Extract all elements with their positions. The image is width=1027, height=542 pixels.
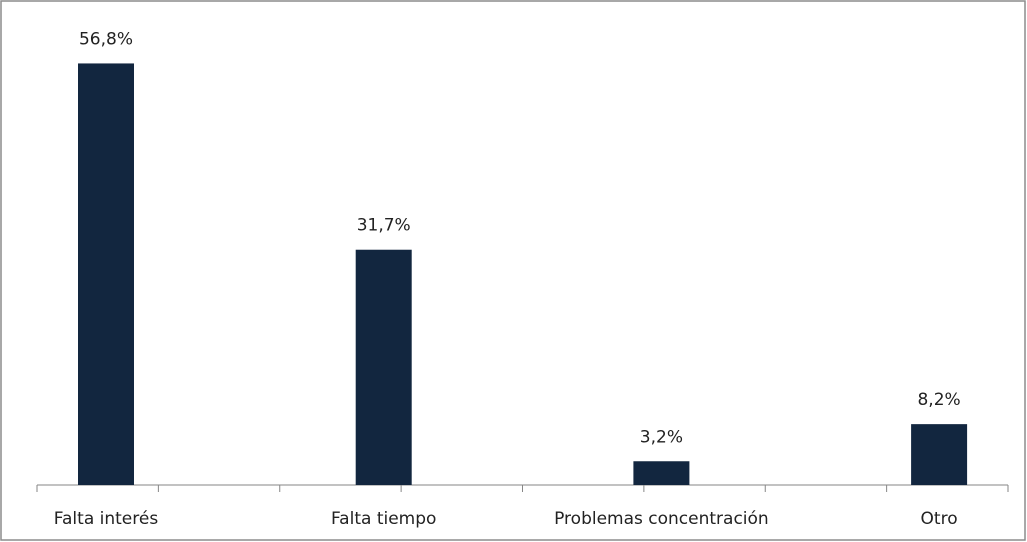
value-label: 31,7%: [357, 216, 411, 236]
x-tick-label: Falta interés: [54, 509, 159, 529]
value-label: 56,8%: [79, 29, 133, 49]
x-tick-label: Falta tiempo: [331, 509, 436, 529]
x-tick-label: Otro: [921, 509, 958, 529]
x-tick-label: Problemas concentración: [554, 509, 769, 529]
bar: [355, 249, 412, 485]
bar: [78, 63, 134, 485]
value-label: 8,2%: [917, 390, 960, 410]
value-label: 3,2%: [640, 427, 683, 447]
bar: [633, 461, 690, 485]
bar: [911, 424, 968, 485]
